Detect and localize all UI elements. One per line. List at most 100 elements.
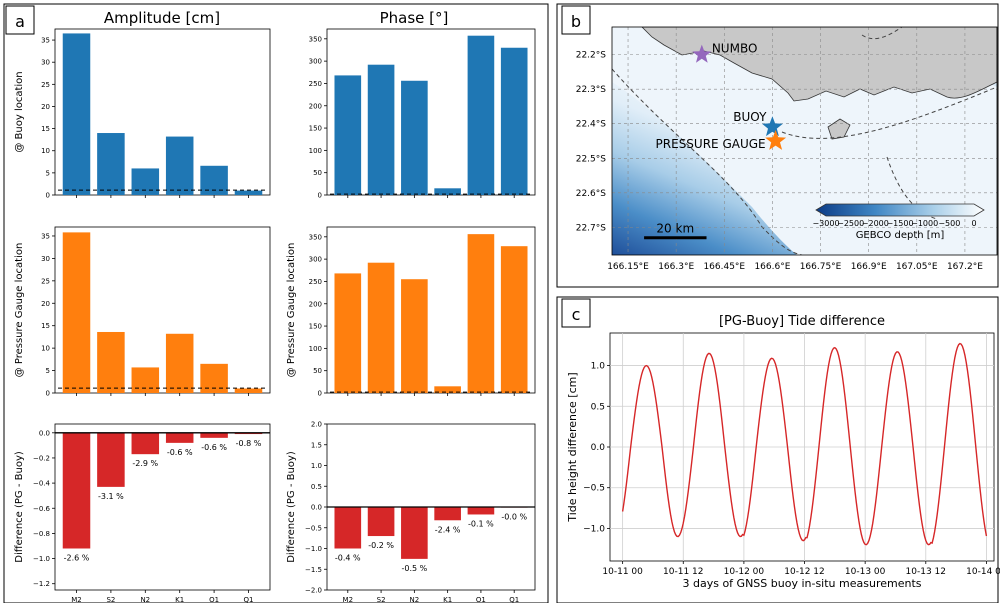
y-tick-label: 0.5 <box>591 402 605 412</box>
y-tick-label: 35 <box>41 37 50 45</box>
colorbar-tick-label: 0 <box>971 219 976 228</box>
amplitude-difference-chart: 0.0 −0.2 −0.4 −0.6 −0.8 −1.0 −1.2 M2 -2.6 % S2 -3.… <box>14 423 271 603</box>
bar-K1 <box>165 136 194 195</box>
bar-M2 <box>334 75 362 195</box>
x-tick-label: O1 <box>209 596 219 603</box>
bar-S2 <box>367 262 395 393</box>
x-tick-label: Q1 <box>509 596 519 603</box>
y-tick-label: −1.0 <box>583 524 605 534</box>
y-tick-label: 350 <box>309 35 322 43</box>
y-tick-label: 15 <box>41 322 50 330</box>
bathymetry-map: 166.15°E 166.3°E 166.45°E 166.6°E 166.75°E 16… <box>576 26 998 272</box>
bar-M2 <box>334 273 362 393</box>
bar-O1 <box>467 234 495 393</box>
y-tick-label: 350 <box>309 233 322 241</box>
bar-K1 <box>165 432 194 443</box>
y-tick-label: 15 <box>41 125 50 133</box>
reef-line-north <box>861 27 903 40</box>
phase-buoy-chart: 0 50 100 150 200 250 300 350 <box>309 28 536 200</box>
reef-line-inner <box>781 86 997 139</box>
bar-N2 <box>401 279 428 393</box>
phase-gauge-chart: 0 50 100 150 200 250 300 350 @ Pressure Gauge lo… <box>286 226 536 398</box>
panel-b-frame <box>556 3 999 288</box>
bar-annotation: -2.9 % <box>132 459 158 468</box>
scale-bar-label: 20 km <box>656 222 694 236</box>
x-tick-label: 10-13 00 <box>845 567 886 577</box>
bar-annotation: -2.4 % <box>435 525 461 534</box>
y-tick-label: −0.6 <box>33 505 51 513</box>
bar-annotation: -0.5 % <box>401 564 427 573</box>
bar-O1 <box>467 35 495 196</box>
lon-tick-label: 167.2°E <box>947 262 983 272</box>
lat-tick-label: 22.2°S <box>576 51 607 61</box>
y-tick-label: 0 <box>318 192 322 200</box>
bar-M2 <box>62 232 91 393</box>
bar-Q1 <box>500 47 528 195</box>
y-tick-label: 25 <box>41 277 50 285</box>
lon-tick-label: 166.6°E <box>754 262 790 272</box>
x-tick-label: O1 <box>476 596 486 603</box>
y-axis-label: @ Pressure Gauge location <box>286 243 297 378</box>
y-tick-label: 0.0 <box>311 504 322 512</box>
y-tick-label: −1.0 <box>33 555 50 563</box>
lon-tick-label: 166.3°E <box>658 262 694 272</box>
axes-frame <box>54 28 271 196</box>
numbo-star-marker <box>692 44 712 63</box>
y-axis-label: Difference (PG - Buoy) <box>286 451 297 563</box>
x-tick-label: M2 <box>343 596 354 603</box>
phase-difference-chart: 2.0 1.5 1.0 0.5 0.0 −0.5 −1.0 −1.5 −2.0 M2 -0.4 % S… <box>286 421 536 603</box>
y-tick-label: 250 <box>309 278 322 286</box>
reef-line-outer <box>612 68 803 255</box>
bar-N2 <box>401 80 428 195</box>
y-tick-label: 250 <box>309 80 322 88</box>
bar-S2 <box>97 331 125 393</box>
colorbar-tick-label: −2500 <box>837 219 864 228</box>
y-tick-label: 150 <box>309 125 322 133</box>
bar-K1 <box>434 507 461 521</box>
bar-N2 <box>401 507 428 559</box>
panel-c-label: c <box>572 305 581 324</box>
x-tick-label: S2 <box>106 596 115 603</box>
panel-a-label: a <box>15 12 25 31</box>
y-tick-label: 1.0 <box>591 362 606 372</box>
panel-b-label-box <box>561 5 591 35</box>
buoy-label: BUOY <box>733 110 767 124</box>
map-body <box>612 27 997 255</box>
y-tick-label: −2.0 <box>305 587 322 595</box>
bar-N2 <box>131 367 160 393</box>
panel-c-frame <box>556 296 999 603</box>
bar-K1 <box>434 386 461 393</box>
y-tick-label: 300 <box>309 58 322 66</box>
y-tick-label: 0 <box>46 192 50 200</box>
bar-annotation: -0.8 % <box>236 439 262 448</box>
lon-tick-label: 166.45°E <box>703 262 745 272</box>
x-tick-label: N2 <box>140 596 150 603</box>
x-tick-label: K1 <box>443 596 452 603</box>
y-tick-label: 30 <box>41 255 50 263</box>
y-tick-label: 0 <box>46 390 50 398</box>
y-tick-label: 200 <box>309 300 322 308</box>
y-tick-label: 50 <box>313 367 322 375</box>
colorbar-tick-label: −1500 <box>886 219 913 228</box>
bar-annotation: -3.1 % <box>98 492 124 501</box>
bar-N2 <box>131 432 160 455</box>
colorbar <box>815 203 985 217</box>
x-tick-label: 10-11 12 <box>663 567 703 577</box>
x-tick-label: 10-13 12 <box>906 567 946 577</box>
bar-K1 <box>165 333 194 393</box>
tide-y-axis-label: Tide height difference [cm] <box>566 372 579 522</box>
y-tick-label: 200 <box>309 102 322 110</box>
bar-S2 <box>367 64 395 196</box>
y-tick-label: −0.5 <box>583 484 605 494</box>
y-axis-label: @ Pressure Gauge location <box>14 243 25 378</box>
y-tick-label: 2.0 <box>311 421 322 429</box>
x-tick-label: N2 <box>410 596 420 603</box>
y-tick-label: −1.2 <box>33 580 50 588</box>
y-tick-label: 0.5 <box>311 483 322 491</box>
y-tick-label: 100 <box>309 345 322 353</box>
bar-Q1 <box>500 246 528 393</box>
bar-M2 <box>62 432 91 549</box>
axes-frame <box>54 226 271 394</box>
land-islet <box>827 118 851 140</box>
x-tick-label: 10-11 00 <box>602 567 643 577</box>
